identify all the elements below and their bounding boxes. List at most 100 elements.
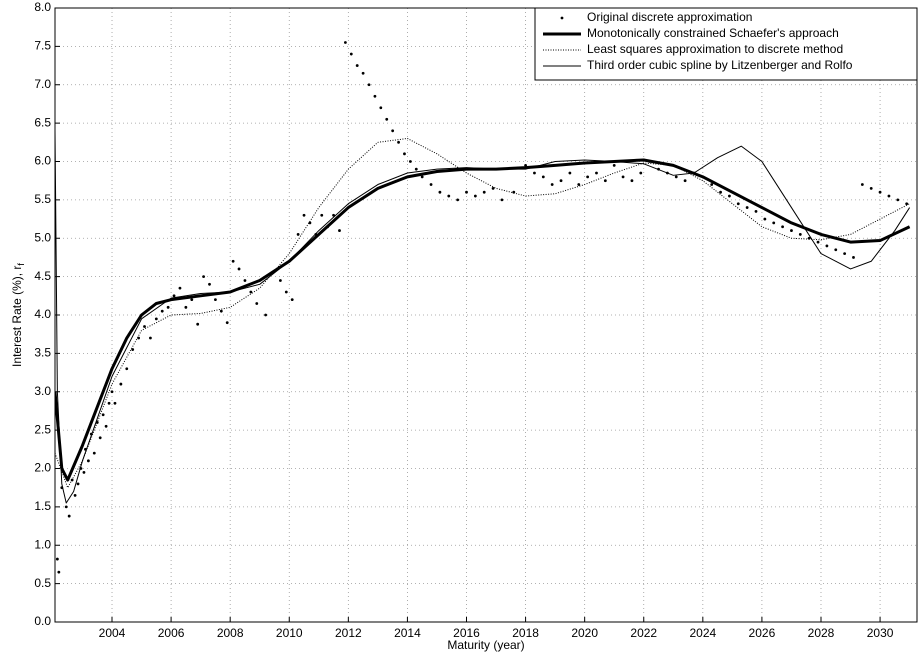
data-point: [719, 190, 722, 194]
legend-label: Third order cubic spline by Litzenberger…: [587, 58, 853, 72]
data-point: [55, 557, 59, 561]
data-point: [447, 194, 451, 198]
data-point: [559, 179, 563, 183]
data-point: [190, 298, 194, 302]
data-point: [98, 436, 102, 440]
data-point: [57, 570, 61, 574]
data-point: [429, 183, 433, 186]
data-point: [82, 470, 86, 474]
data-point: [816, 240, 820, 244]
series-line: [55, 130, 911, 504]
data-point: [255, 302, 259, 305]
data-point: [482, 190, 486, 194]
data-point: [67, 514, 71, 518]
data-point: [798, 233, 802, 236]
data-point: [214, 298, 217, 302]
data-point: [92, 451, 96, 455]
x-tick-label: 2030: [867, 626, 894, 640]
data-point: [113, 401, 117, 405]
data-point: [550, 183, 554, 186]
legend-box: [534, 7, 918, 81]
data-point: [149, 336, 152, 340]
data-point: [264, 313, 268, 317]
data-point: [225, 321, 229, 325]
data-point: [860, 183, 864, 186]
x-tick-label: 2010: [276, 626, 303, 640]
data-point: [728, 194, 731, 198]
data-point: [420, 175, 424, 179]
x-tick-label: 2018: [512, 626, 539, 640]
data-point: [154, 317, 158, 321]
y-tick-label: 5.0: [34, 230, 51, 244]
x-tick-label: 2016: [453, 626, 480, 640]
data-point: [878, 190, 882, 194]
data-point: [790, 229, 793, 232]
data-point: [541, 175, 545, 179]
data-point: [160, 309, 164, 313]
data-point: [166, 305, 170, 309]
data-point: [825, 244, 829, 248]
data-point: [349, 52, 353, 56]
data-point: [143, 325, 146, 328]
data-point: [807, 236, 811, 240]
axes-frame: [54, 7, 918, 623]
data-point: [110, 390, 114, 394]
data-point: [231, 259, 235, 263]
data-point: [745, 206, 749, 209]
y-tick-label: 8.0: [34, 0, 51, 14]
y-tick-label: 7.0: [34, 77, 51, 91]
data-point: [595, 171, 598, 175]
data-point: [639, 171, 643, 175]
data-point: [754, 209, 758, 213]
data-point: [343, 41, 347, 44]
data-point: [290, 298, 294, 302]
data-point: [438, 190, 442, 194]
x-tick-label: 2012: [335, 626, 362, 640]
data-point: [379, 106, 383, 110]
data-point: [612, 163, 616, 167]
y-tick-label: 3.5: [34, 346, 51, 360]
x-tick-label: 2028: [808, 626, 835, 640]
data-point: [355, 64, 359, 67]
legend-label: Least squares approximation to discrete …: [587, 42, 843, 56]
y-tick-label: 1.5: [34, 499, 51, 513]
y-tick-label: 2.0: [34, 461, 51, 475]
data-point: [249, 290, 253, 294]
data-point: [184, 305, 188, 309]
data-point: [781, 225, 784, 229]
y-axis-label: Interest Rate (%), rf: [10, 263, 26, 367]
data-point: [101, 413, 105, 417]
data-point: [367, 83, 371, 87]
x-tick-label: 2020: [571, 626, 598, 640]
data-point: [630, 179, 634, 183]
data-point: [887, 194, 891, 198]
x-tick-label: 2026: [749, 626, 776, 640]
y-tick-label: 2.5: [34, 422, 51, 436]
data-point: [621, 175, 625, 179]
x-axis-label: Maturity (year): [447, 638, 524, 652]
y-axis-label-main: Interest Rate (%), r: [10, 266, 24, 367]
data-point: [500, 198, 504, 202]
data-point: [869, 186, 873, 190]
data-point: [414, 167, 418, 171]
data-point: [403, 152, 406, 156]
data-point: [73, 493, 77, 497]
y-tick-label: 3.0: [34, 384, 51, 398]
data-point: [577, 183, 581, 186]
data-point: [278, 279, 282, 282]
data-point: [473, 194, 477, 198]
y-tick-label: 4.0: [34, 307, 51, 321]
x-tick-label: 2014: [394, 626, 421, 640]
data-point: [763, 217, 767, 221]
data-point: [172, 294, 176, 298]
y-tick-label: 5.5: [34, 192, 51, 206]
data-point: [320, 213, 324, 217]
data-point: [308, 221, 312, 225]
y-tick-label: 4.5: [34, 269, 51, 283]
data-point: [86, 459, 90, 463]
data-point: [674, 175, 678, 179]
data-point: [76, 482, 80, 486]
data-point: [533, 171, 536, 175]
data-point: [119, 382, 123, 386]
